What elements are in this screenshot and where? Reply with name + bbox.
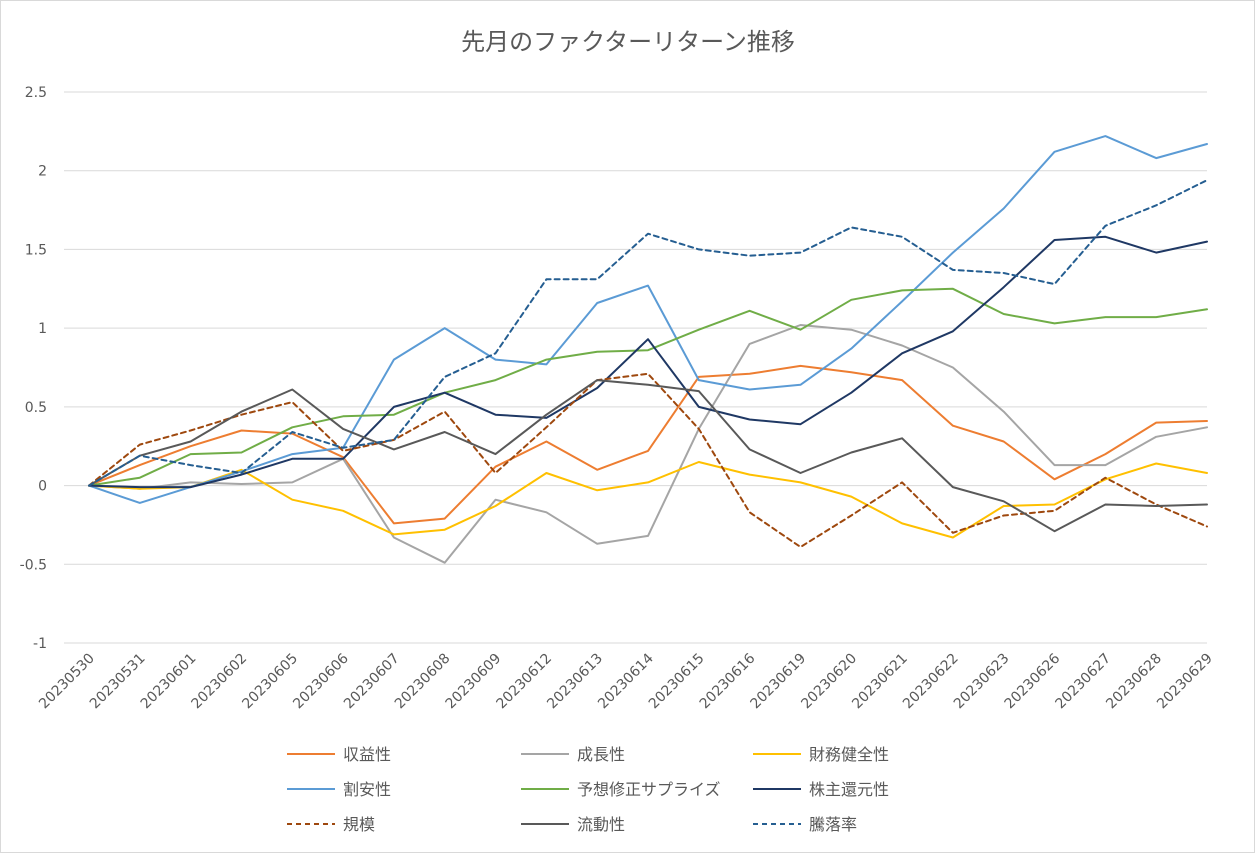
series-line-5: [88, 287, 1208, 487]
legend-label: 規模: [343, 815, 375, 834]
series-line-6: [88, 235, 1208, 489]
y-tick-label: 0.5: [25, 400, 47, 416]
series-line-1: [88, 364, 1208, 525]
series-line-3: [88, 461, 1208, 539]
y-tick-label: 0: [38, 479, 47, 495]
y-tick-label: 1.5: [25, 242, 47, 258]
series-line-8: [88, 379, 1208, 533]
y-tick-label: -1: [33, 636, 47, 652]
y-tick-label: 2: [38, 164, 47, 180]
y-tick-label: 1: [38, 321, 47, 337]
legend-label: 予想修正サプライズ: [577, 780, 721, 799]
y-tick-label: 2.5: [25, 85, 47, 101]
chart-title: 先月のファクターリターン推移: [461, 28, 795, 56]
x-tick-label: 20230629: [1154, 651, 1216, 713]
legend-label: 株主還元性: [809, 780, 889, 799]
y-axis-tick-labels: 2.5 2 1.5 1 0.5 0 -0.5 -1: [20, 85, 47, 652]
x-axis-tick-labels: 2023053020230531202306012023060220230605…: [36, 650, 1216, 712]
legend-label: 流動性: [577, 815, 625, 834]
legend-label: 財務健全性: [809, 745, 889, 764]
legend-label: 割安性: [343, 780, 391, 799]
legend-label: 収益性: [343, 745, 391, 764]
legend-label: 騰落率: [809, 815, 857, 834]
y-tick-label: -0.5: [20, 557, 47, 573]
legend-label: 成長性: [577, 745, 625, 764]
series-line-4: [88, 135, 1208, 504]
series-lines: [88, 135, 1208, 564]
grid-layer: [64, 91, 1207, 644]
series-line-2: [88, 324, 1208, 564]
series-line-7: [88, 372, 1208, 548]
series-line-9: [88, 179, 1208, 487]
